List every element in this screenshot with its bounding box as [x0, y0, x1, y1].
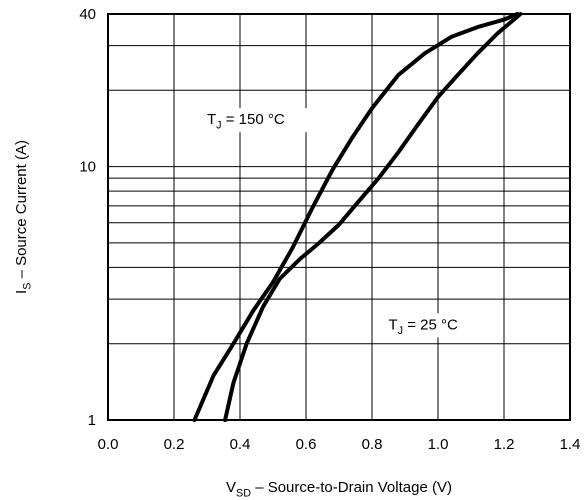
series-line [223, 12, 523, 422]
x-tick-label: 0.2 [164, 436, 185, 453]
y-axis-title: IS – Source Current (A) [13, 140, 34, 294]
series-line [192, 12, 520, 422]
x-tick-label: 0.4 [230, 436, 251, 453]
x-tick-label: 1.4 [560, 436, 581, 453]
x-axis-title: VSD – Source-to-Drain Voltage (V) [226, 479, 452, 500]
x-tick-label: 1.2 [494, 436, 515, 453]
y-tick-label: 40 [79, 6, 96, 23]
x-tick-label: 0.8 [362, 436, 383, 453]
x-tick-label: 1.0 [428, 436, 449, 453]
annotation-background [203, 108, 309, 133]
y-tick-label: 10 [79, 159, 96, 176]
x-tick-label: 0.0 [98, 436, 119, 453]
y-tick-label: 1 [88, 412, 96, 429]
plot-frame [107, 13, 571, 421]
series-annotation: TJ = 25 °C [389, 316, 459, 337]
x-tick-label: 0.6 [296, 436, 317, 453]
annotation-background [384, 313, 491, 338]
series-annotation: TJ = 150 °C [207, 111, 285, 132]
